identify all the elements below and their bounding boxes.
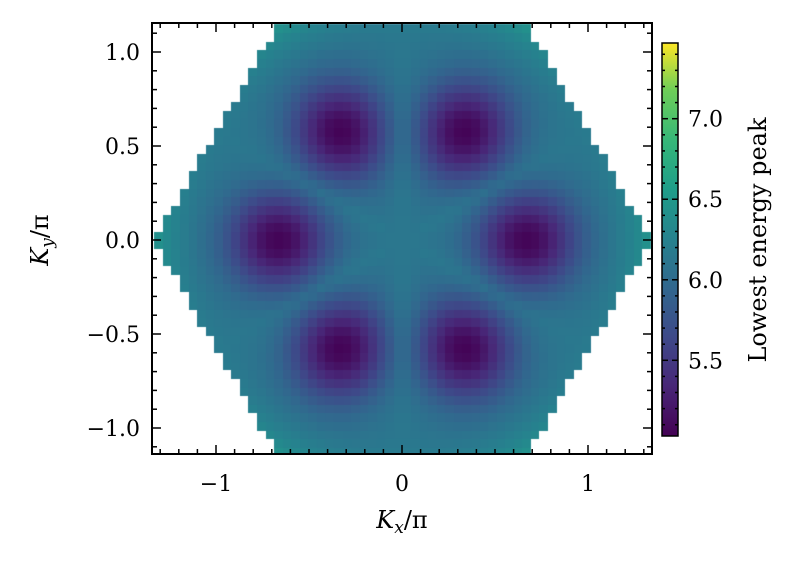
y-tick-label: 0.5 bbox=[105, 135, 140, 160]
colorbar-tick-labels: 5.5 6.0 6.5 7.0 bbox=[688, 108, 723, 375]
heatmap-image bbox=[152, 23, 652, 454]
colorbar-tick-label: 7.0 bbox=[688, 108, 723, 133]
y-tick-label: 0.0 bbox=[105, 229, 140, 254]
y-tick-label: 1.0 bbox=[105, 41, 140, 66]
x-axis-tick-labels: −1 0 1 bbox=[200, 472, 595, 497]
y-tick-label: −1.0 bbox=[87, 417, 140, 442]
colorbar-ticks bbox=[662, 53, 678, 426]
x-axis-ticks bbox=[159, 23, 645, 454]
x-tick-label: −1 bbox=[200, 472, 232, 497]
colorbar-label: Lowest energy peak bbox=[744, 117, 772, 362]
colorbar bbox=[661, 42, 679, 437]
colorbar-tick-label: 5.5 bbox=[688, 349, 723, 374]
x-axis-label: Kx/π bbox=[375, 506, 427, 538]
colorbar-tick-label: 6.0 bbox=[688, 269, 723, 294]
y-axis-tick-labels: 1.0 0.5 0.0 −0.5 −1.0 bbox=[87, 41, 140, 442]
colorbar-tick-label: 6.5 bbox=[688, 188, 723, 213]
y-tick-label: −0.5 bbox=[87, 323, 140, 348]
y-axis-label: Ky/π bbox=[26, 214, 58, 266]
y-axis-ticks bbox=[152, 32, 652, 448]
x-tick-label: 0 bbox=[395, 472, 409, 497]
x-tick-label: 1 bbox=[581, 472, 595, 497]
